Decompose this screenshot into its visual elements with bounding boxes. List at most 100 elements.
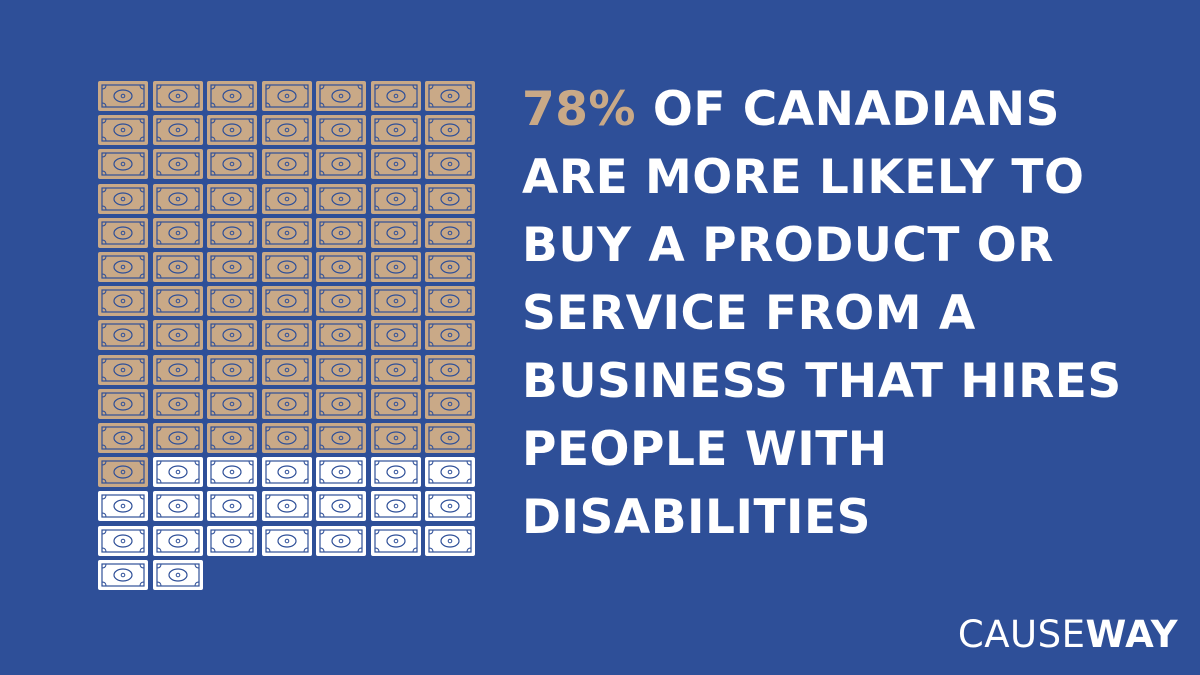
dollar-bill-icon — [210, 323, 254, 347]
dollar-bill-icon — [264, 357, 309, 382]
bill-filled — [98, 115, 148, 146]
bill-empty — [316, 525, 366, 556]
dollar-bill-icon — [101, 323, 145, 347]
bill-empty — [261, 457, 312, 488]
bill-filled — [207, 183, 257, 214]
dollar-bill-icon — [373, 118, 418, 142]
dollar-bill-icon — [155, 426, 200, 450]
bill-empty — [370, 457, 421, 488]
bill-empty — [370, 491, 421, 522]
dollar-bill-icon — [155, 84, 200, 108]
dollar-bill-icon — [428, 152, 472, 176]
bill-filled — [370, 388, 421, 419]
dollar-bill-icon — [428, 494, 472, 518]
headline-stat: 78% — [522, 82, 636, 137]
dollar-bill-icon — [264, 255, 309, 279]
dollar-bill-icon — [428, 221, 472, 245]
dollar-bill-icon — [155, 357, 200, 382]
dollar-bill-icon — [101, 494, 145, 518]
dollar-bill-icon — [101, 426, 145, 450]
bill-filled — [261, 81, 312, 111]
bill-empty — [261, 491, 312, 522]
bill-filled — [98, 286, 148, 317]
bill-filled — [152, 320, 203, 351]
bill-empty — [152, 525, 203, 556]
dollar-bill-icon — [373, 426, 418, 450]
bill-filled — [425, 115, 475, 146]
dollar-bill-icon — [155, 289, 200, 313]
dollar-bill-icon — [155, 494, 200, 518]
dollar-bill-icon — [428, 357, 472, 382]
dollar-bill-icon — [101, 289, 145, 313]
bill-filled — [316, 217, 366, 248]
bill-empty — [316, 491, 366, 522]
bill-empty — [98, 559, 148, 590]
bill-filled — [370, 217, 421, 248]
dollar-bill-icon — [373, 255, 418, 279]
dollar-bill-icon — [155, 563, 200, 587]
bill-filled — [261, 115, 312, 146]
dollar-bill-icon — [319, 528, 363, 553]
dollar-bill-icon — [319, 186, 363, 211]
bill-filled — [152, 388, 203, 419]
dollar-bill-icon — [319, 221, 363, 245]
dollar-bill-icon — [428, 528, 472, 553]
bill-filled — [152, 252, 203, 282]
dollar-bill-icon — [319, 289, 363, 313]
dollar-bill-icon — [428, 426, 472, 450]
bill-filled — [98, 81, 148, 111]
dollar-bill-icon — [210, 221, 254, 245]
bill-filled — [152, 183, 203, 214]
bill-filled — [261, 217, 312, 248]
bill-filled — [98, 457, 148, 488]
bill-filled — [425, 423, 475, 453]
headline: 78% OF CANADIANS ARE MORE LIKELY TO BUY … — [522, 76, 1172, 552]
bill-filled — [152, 217, 203, 248]
bill-filled — [316, 286, 366, 317]
dollar-bill-icon — [155, 186, 200, 211]
dollar-bill-icon — [428, 289, 472, 313]
bill-filled — [261, 423, 312, 453]
dollar-bill-icon — [101, 528, 145, 553]
bill-filled — [152, 115, 203, 146]
bill-empty — [261, 525, 312, 556]
dollar-bill-icon — [210, 289, 254, 313]
bill-filled — [207, 320, 257, 351]
bill-filled — [370, 320, 421, 351]
dollar-bill-icon — [428, 186, 472, 211]
bill-empty — [425, 491, 475, 522]
dollar-bill-icon — [319, 494, 363, 518]
dollar-bill-icon — [101, 186, 145, 211]
bill-filled — [370, 183, 421, 214]
dollar-bill-icon — [155, 152, 200, 176]
bill-filled — [98, 217, 148, 248]
dollar-bill-icon — [155, 528, 200, 553]
bill-filled — [316, 252, 366, 282]
dollar-bill-icon — [319, 426, 363, 450]
bill-filled — [316, 149, 366, 180]
bill-filled — [207, 286, 257, 317]
bill-filled — [425, 217, 475, 248]
bill-filled — [316, 115, 366, 146]
dollar-bill-icon — [101, 392, 145, 416]
dollar-bill-icon — [210, 494, 254, 518]
logo-light-text: CAUSE — [957, 613, 1086, 656]
dollar-bill-icon — [373, 289, 418, 313]
bill-empty — [425, 525, 475, 556]
dollar-bill-icon — [210, 426, 254, 450]
bill-filled — [261, 388, 312, 419]
dollar-bill-icon — [155, 323, 200, 347]
bill-filled — [425, 183, 475, 214]
dollar-bill-icon — [373, 357, 418, 382]
bill-filled — [98, 320, 148, 351]
bill-empty — [152, 491, 203, 522]
dollar-bill-icon — [373, 528, 418, 553]
dollar-bill-icon — [210, 255, 254, 279]
bill-filled — [98, 183, 148, 214]
bill-filled — [207, 115, 257, 146]
dollar-bill-icon — [319, 152, 363, 176]
dollar-bill-icon — [373, 494, 418, 518]
bill-filled — [261, 286, 312, 317]
dollar-bill-icon — [373, 84, 418, 108]
dollar-bill-icon — [319, 255, 363, 279]
